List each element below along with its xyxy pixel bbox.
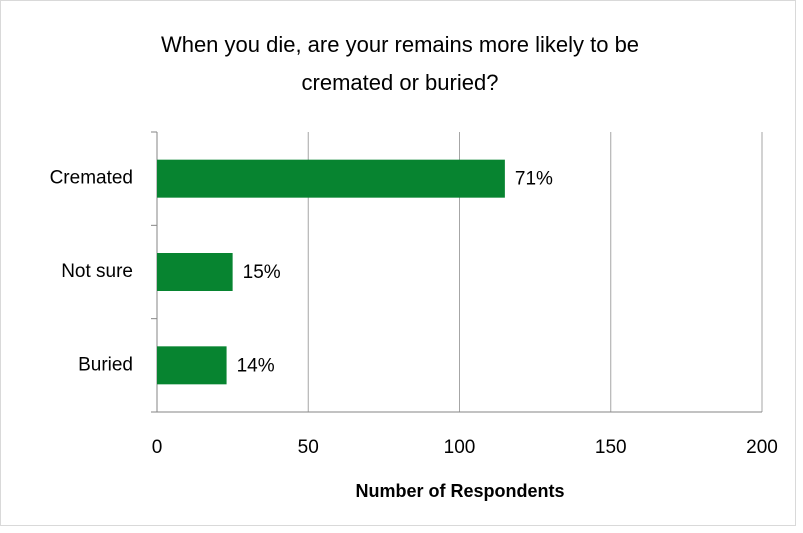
title-line: When you die, are your remains more like…	[161, 32, 639, 57]
x-tick-label: 200	[746, 437, 778, 458]
x-tick-label: 100	[444, 437, 476, 458]
x-tick-label: 150	[595, 437, 627, 458]
bar	[157, 159, 505, 198]
data-label: 71%	[515, 169, 553, 190]
x-tick-label: 50	[298, 437, 319, 458]
data-label: 14%	[237, 355, 275, 376]
bar	[157, 346, 227, 385]
data-label: 15%	[243, 262, 281, 283]
y-tick-label: Cremated	[50, 168, 133, 189]
chart-frame	[0, 0, 796, 526]
chart-title: When you die, are your remains more like…	[161, 32, 639, 95]
x-axis-title: Number of Respondents	[355, 481, 564, 501]
y-tick-label: Not sure	[61, 261, 133, 282]
bar	[157, 253, 233, 291]
title-line: cremated or buried?	[302, 70, 499, 95]
y-tick-label: Buried	[78, 354, 133, 375]
x-tick-label: 0	[152, 437, 163, 458]
